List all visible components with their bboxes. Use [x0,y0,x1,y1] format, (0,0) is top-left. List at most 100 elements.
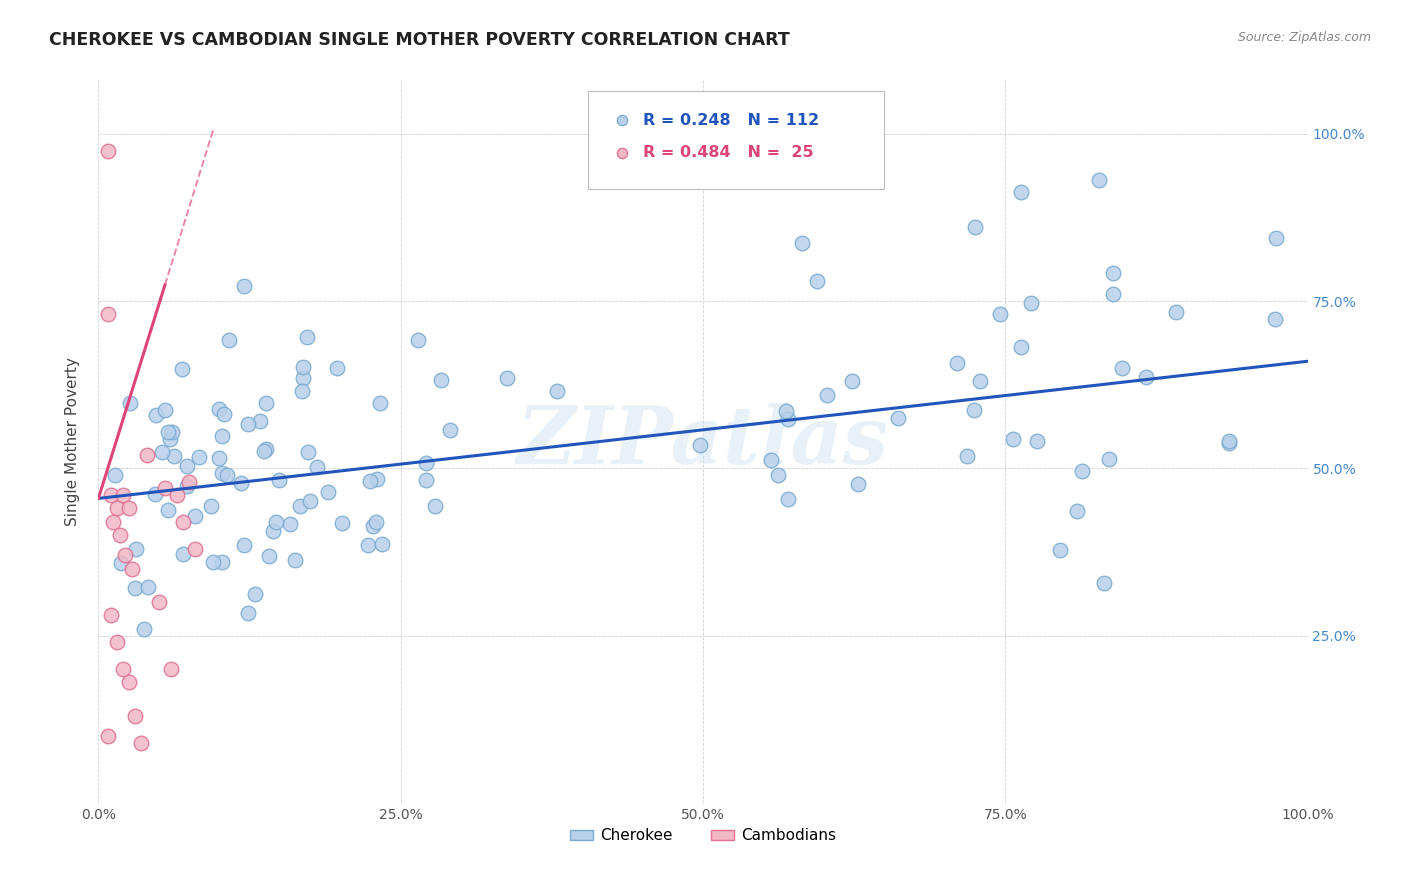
Point [778,412,800,426]
Point [111,488,134,502]
Point [298,494,321,508]
Point [136,580,159,594]
Point [110,556,132,570]
Point [370,537,392,551]
Point [1218,434,1240,449]
Point [172,547,194,561]
Point [97,307,120,322]
Point [211,467,233,481]
Point [610,194,633,208]
Point [243,587,266,601]
Point [359,475,381,489]
Point [775,404,797,418]
Text: ZIPatlas: ZIPatlas [517,403,889,480]
Point [218,333,240,347]
Point [188,450,211,464]
Point [292,371,315,385]
Point [326,361,349,376]
Point [176,479,198,493]
Point [1264,311,1286,326]
Point [134,622,156,636]
Y-axis label: Single Mother Poverty: Single Mother Poverty [65,357,80,526]
Point [217,467,239,482]
Point [291,359,314,374]
Point [104,467,127,482]
Point [1010,185,1032,199]
Point [406,333,429,347]
Point [233,279,256,293]
Point [172,515,194,529]
Point [118,501,141,516]
Text: R = 0.248   N = 112: R = 0.248 N = 112 [643,112,818,128]
Point [962,403,984,417]
Point [1026,434,1049,449]
Point [425,500,447,514]
Point [150,445,173,459]
Point [176,458,198,473]
Point [969,374,991,388]
Point [1071,464,1094,478]
Point [815,388,838,402]
Point [1102,266,1125,280]
Legend: Cherokee, Cambodians: Cherokee, Cambodians [564,822,842,849]
Point [1092,576,1115,591]
Point [236,607,259,621]
Point [249,414,271,428]
Point [1049,542,1071,557]
Point [361,518,384,533]
Point [100,608,122,623]
Point [105,635,128,649]
Point [1098,452,1121,467]
Point [761,452,783,467]
Point [766,468,789,483]
Point [143,487,166,501]
Point [254,442,277,456]
Point [357,538,380,552]
Point [366,472,388,486]
Point [100,488,122,502]
Point [496,371,519,385]
Point [415,473,437,487]
Point [278,517,301,532]
Point [610,163,633,178]
Point [97,144,120,158]
Point [790,235,813,250]
Text: R = 0.484   N =  25: R = 0.484 N = 25 [643,145,813,160]
Point [124,582,146,596]
Point [262,524,284,539]
Point [207,451,229,466]
Point [155,403,177,417]
Point [101,515,124,529]
Point [288,499,311,513]
Point [946,356,969,370]
Point [1218,435,1240,450]
Point [160,425,183,439]
Point [108,528,131,542]
Point [1164,304,1187,318]
Point [366,516,388,530]
Point [283,553,305,567]
Point [430,373,453,387]
Point [266,516,288,530]
Point [316,485,339,500]
Point [212,407,235,421]
Point [370,395,392,409]
Point [259,549,281,564]
Point [1111,361,1133,376]
Point [111,662,134,676]
Point [184,541,207,556]
Point [256,396,278,410]
Point [166,488,188,502]
Point [1087,173,1109,187]
Point [1011,340,1033,354]
Point [179,475,201,489]
Point [208,401,231,416]
Text: CHEROKEE VS CAMBODIAN SINGLE MOTHER POVERTY CORRELATION CHART: CHEROKEE VS CAMBODIAN SINGLE MOTHER POVE… [49,31,790,49]
Point [120,396,142,410]
Point [305,459,328,474]
Point [118,675,141,690]
Point [267,473,290,487]
Point [1019,295,1042,310]
Point [121,562,143,576]
Point [415,456,437,470]
